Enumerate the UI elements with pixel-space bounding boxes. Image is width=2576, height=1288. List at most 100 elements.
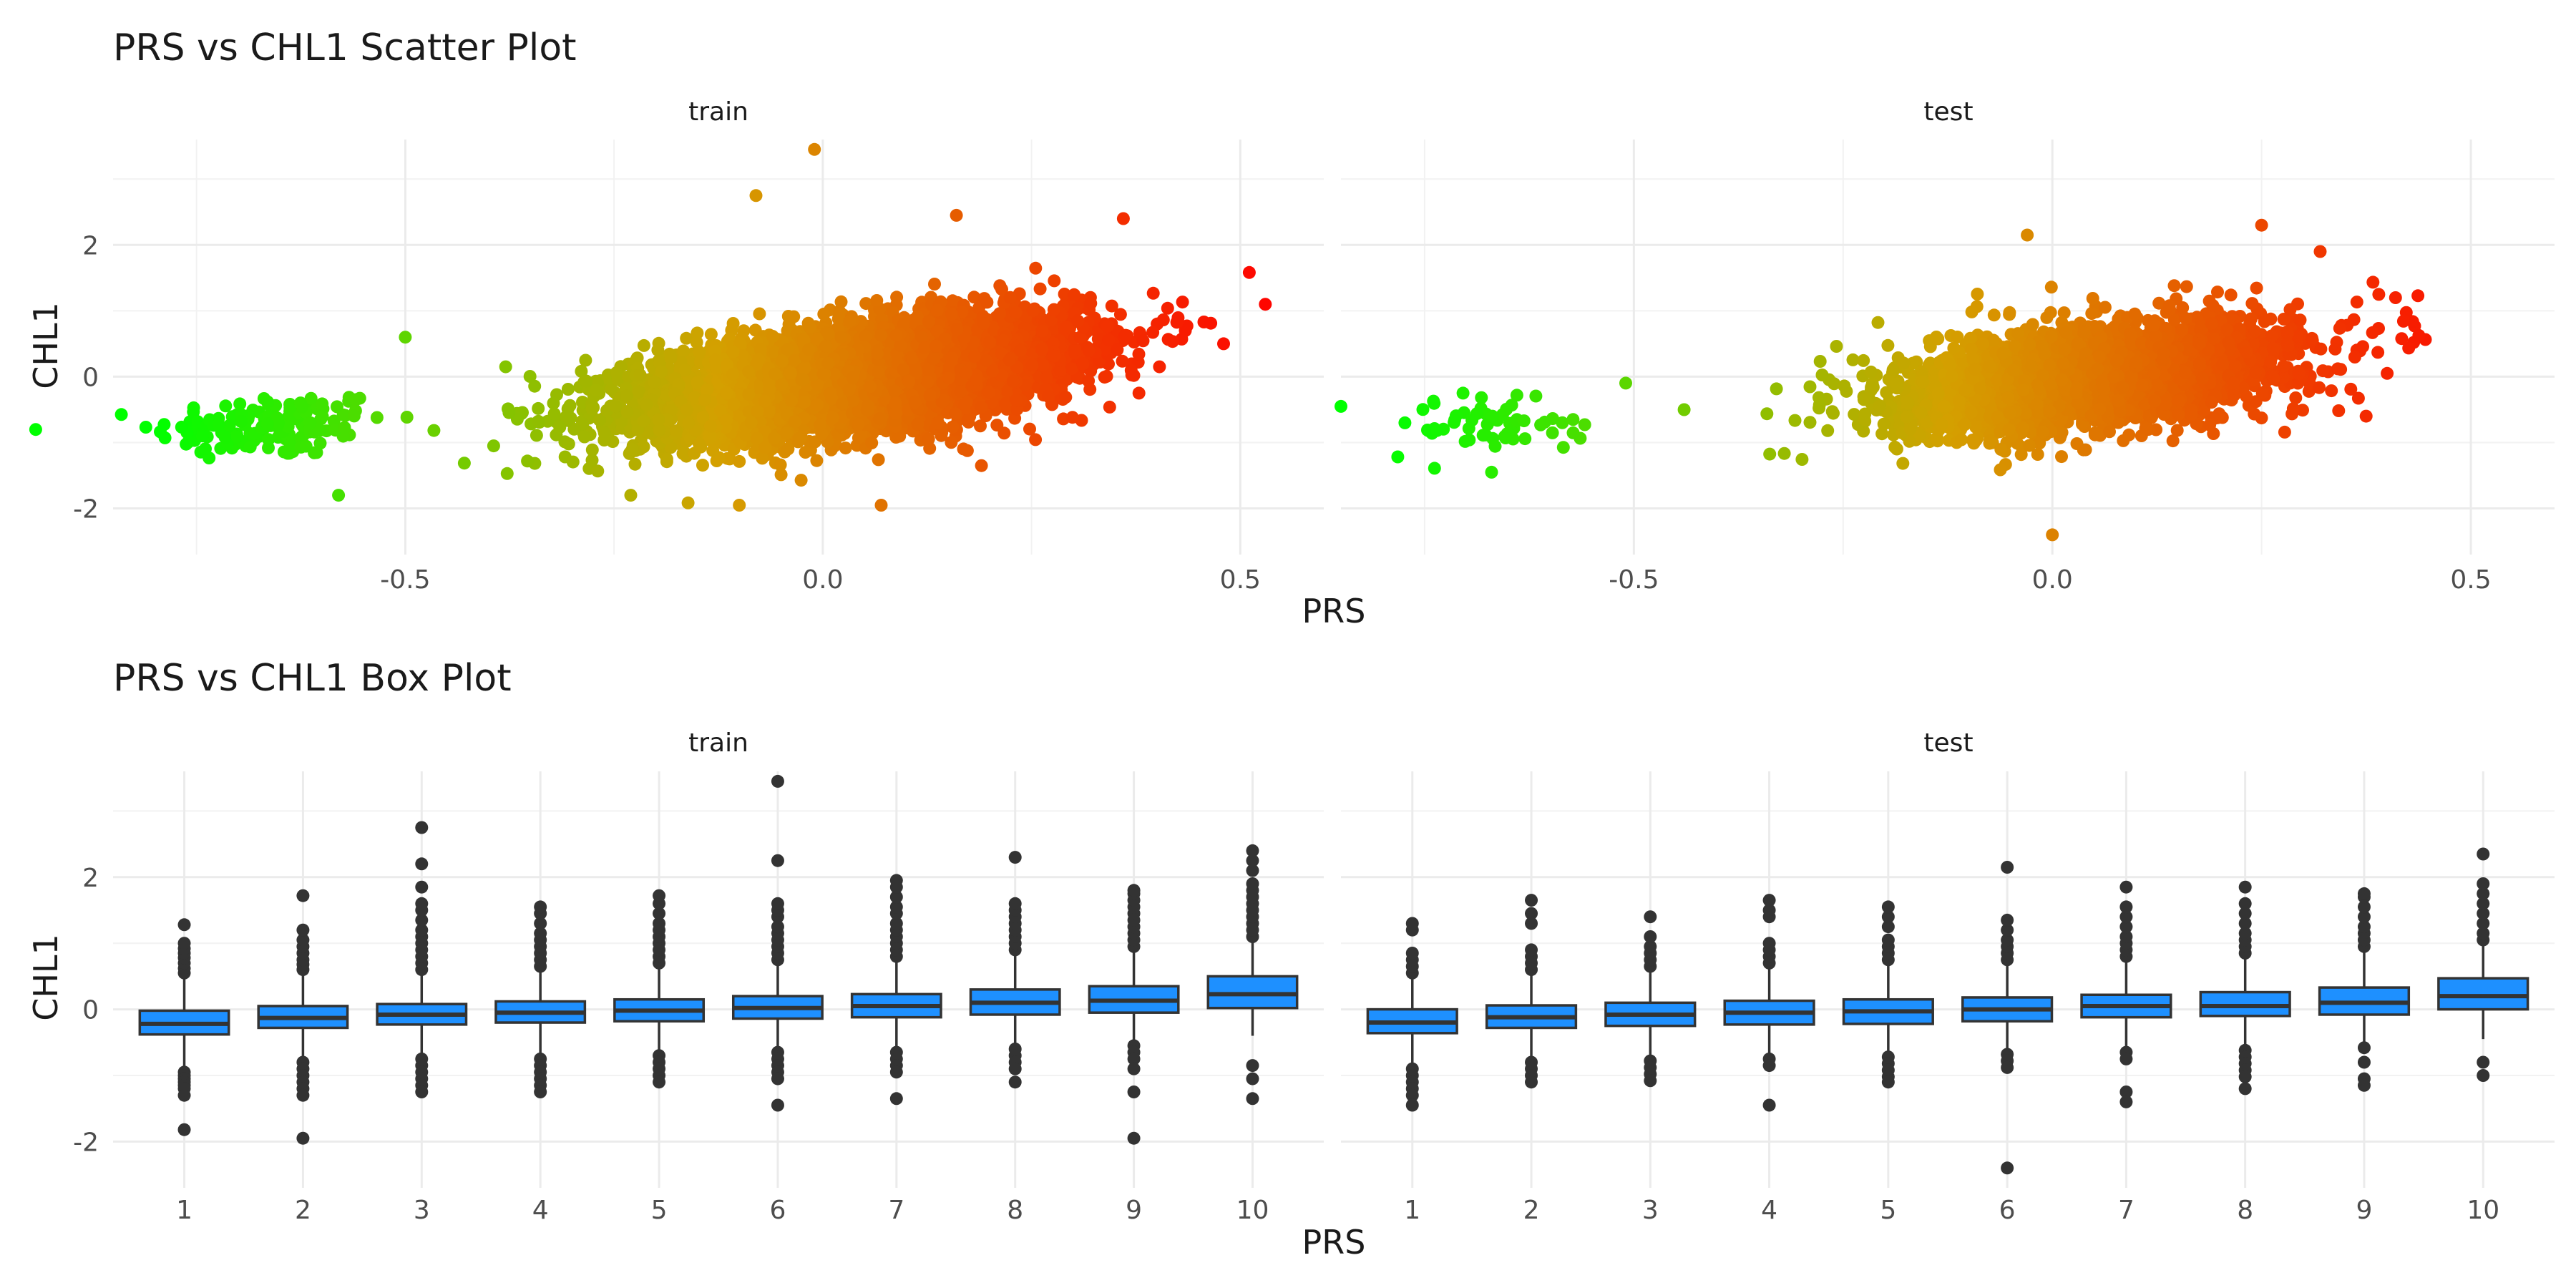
- scatter-point: [625, 442, 639, 456]
- scatter-point: [199, 442, 212, 456]
- scatter-point: [585, 443, 599, 457]
- scatter-point: [563, 399, 577, 412]
- scatter-point: [175, 420, 188, 434]
- scatter-point: [1033, 282, 1047, 296]
- scatter-point: [338, 421, 351, 434]
- scatter-point: [680, 331, 693, 345]
- scatter-point: [270, 411, 284, 424]
- scatter-point: [1029, 261, 1043, 275]
- scatter-point: [1176, 296, 1189, 309]
- scatter-point: [1068, 343, 1082, 356]
- scatter-point: [114, 408, 128, 421]
- scatter-point: [949, 407, 962, 420]
- scatter-point: [500, 467, 514, 480]
- scatter-point: [230, 430, 244, 444]
- scatter-point: [604, 382, 618, 396]
- scatter-point: [523, 370, 537, 383]
- scatter-point: [370, 411, 384, 424]
- scatter-point: [316, 397, 329, 411]
- scatter-point: [427, 424, 441, 437]
- scatter-point: [561, 383, 575, 396]
- scatter-point: [1242, 265, 1256, 279]
- scatter-point: [1204, 316, 1218, 330]
- scatter-point: [928, 278, 941, 291]
- scatter-point: [753, 307, 766, 321]
- scatter-point: [294, 396, 307, 410]
- scatter-point: [233, 397, 247, 411]
- scatter-point: [29, 423, 42, 436]
- scatter-point: [1023, 422, 1036, 436]
- scatter-point: [532, 401, 545, 415]
- scatter-point: [1132, 386, 1146, 400]
- scatter-point: [945, 436, 958, 449]
- scatter-point: [726, 317, 740, 330]
- scatter-point: [706, 444, 720, 457]
- scatter-point: [499, 360, 512, 374]
- scatter-point: [946, 294, 960, 308]
- scatter-panel-train: -0.5 0.0 0.5: [29, 140, 1324, 595]
- scatter-point: [1161, 301, 1174, 315]
- scatter-point: [349, 393, 363, 406]
- scatter-point: [781, 442, 795, 456]
- scatter-point: [794, 474, 808, 487]
- scatter-point: [967, 291, 981, 304]
- scatter-point: [660, 452, 673, 466]
- scatter-point: [195, 429, 209, 443]
- scatter-point: [817, 308, 831, 321]
- scatter-point: [1132, 347, 1146, 361]
- scatter-point: [990, 419, 1004, 432]
- scatter-point: [400, 411, 414, 424]
- scatter-point: [139, 421, 152, 434]
- scatter-point: [597, 434, 611, 447]
- scatter-point: [223, 419, 236, 432]
- scatter-point: [890, 291, 904, 304]
- scatter-title: PRS vs CHL1 Scatter Plot: [113, 26, 577, 69]
- scatter-x-tick-label: -0.5: [380, 565, 430, 595]
- scatter-point: [591, 464, 605, 478]
- scatter-point: [187, 401, 200, 414]
- scatter-strip-test: test: [1923, 97, 1973, 127]
- scatter-point: [577, 430, 591, 444]
- scatter-point: [677, 344, 691, 358]
- scatter-point: [1058, 288, 1071, 301]
- scatter-point: [1153, 360, 1166, 374]
- scatter-point: [834, 295, 848, 308]
- scatter-point: [347, 409, 361, 423]
- scatter-point: [681, 496, 695, 509]
- scatter-point: [212, 418, 225, 431]
- scatter-point: [218, 431, 232, 444]
- scatter-point: [1116, 354, 1129, 368]
- scatter-point: [1068, 288, 1081, 301]
- scatter-point: [502, 406, 516, 419]
- scatter-point: [1065, 411, 1079, 424]
- scatter-point: [676, 447, 690, 460]
- scatter-point: [457, 457, 471, 470]
- scatter-point: [303, 416, 317, 429]
- scatter-point: [1127, 369, 1141, 382]
- scatter-point: [530, 429, 543, 442]
- scatter-point: [632, 385, 645, 399]
- scatter-point: [281, 420, 295, 434]
- scatter-point: [566, 455, 580, 469]
- scatter-strip-train: train: [688, 97, 748, 127]
- scatter-point: [331, 400, 343, 414]
- scatter-point: [1029, 433, 1043, 447]
- scatter-point: [585, 454, 599, 467]
- scatter-point: [487, 439, 500, 453]
- scatter-point: [1048, 274, 1061, 288]
- scatter-point: [637, 338, 650, 352]
- scatter-point: [579, 353, 592, 367]
- scatter-point: [158, 431, 172, 444]
- scatter-point: [946, 420, 960, 434]
- scatter-point: [260, 417, 274, 431]
- scatter-point: [803, 321, 816, 334]
- scatter-x-tick-label: 0.5: [1220, 565, 1261, 595]
- scatter-point: [562, 437, 575, 451]
- scatter-point: [243, 440, 257, 454]
- scatter-point: [521, 454, 535, 468]
- scatter-point: [1103, 400, 1116, 414]
- scatter-point: [839, 441, 852, 455]
- scatter-point: [974, 419, 987, 433]
- scatter-point: [528, 379, 542, 393]
